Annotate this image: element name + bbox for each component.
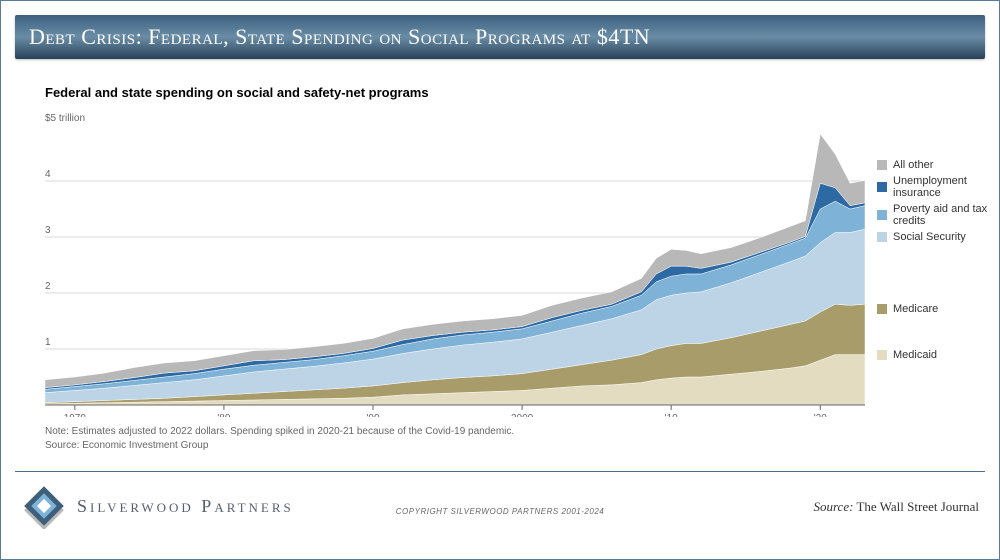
legend-item-medicare: Medicare: [877, 303, 997, 315]
legend-item-social_security: Social Security: [877, 231, 997, 243]
svg-text:4: 4: [45, 169, 51, 180]
chart-title: Federal and state spending on social and…: [45, 85, 429, 100]
svg-text:3: 3: [45, 225, 51, 236]
footer: Silverwood Partners COPYRIGHT SILVERWOOD…: [15, 475, 985, 555]
title-bar: Debt Crisis: Federal, State Spending on …: [15, 15, 985, 59]
brand-logo-icon: [21, 483, 67, 529]
area-chart: 1 2 3 4 $5 trillion 1970 '80 '90 2000 '10 '20: [45, 107, 865, 417]
brand: Silverwood Partners: [21, 483, 294, 529]
legend-item-medicaid: Medicaid: [877, 349, 997, 361]
svg-text:1970: 1970: [64, 413, 87, 417]
chart-notes: Note: Estimates adjusted to 2022 dollars…: [45, 425, 514, 453]
legend-swatch: [877, 232, 887, 242]
source-value: The Wall Street Journal: [856, 499, 979, 514]
source: Source: The Wall Street Journal: [813, 499, 979, 515]
svg-text:2: 2: [45, 281, 51, 292]
svg-text:'10: '10: [665, 413, 678, 417]
slide-title: Debt Crisis: Federal, State Spending on …: [29, 24, 650, 50]
legend-item-unemployment: Unemployment insurance: [877, 175, 997, 199]
footer-rule: [15, 471, 985, 472]
legend-swatch: [877, 304, 887, 314]
note-line-1: Note: Estimates adjusted to 2022 dollars…: [45, 425, 514, 439]
chart-svg: 1 2 3 4 $5 trillion 1970 '80 '90 2000 '10 '20: [45, 107, 865, 417]
svg-text:$5 trillion: $5 trillion: [45, 113, 85, 124]
legend-swatch: [877, 350, 887, 360]
svg-text:2000: 2000: [511, 413, 534, 417]
legend-item-poverty: Poverty aid and tax credits: [877, 203, 997, 227]
source-label: Source:: [813, 499, 853, 514]
svg-text:'80: '80: [217, 413, 230, 417]
legend-swatch: [877, 210, 887, 220]
legend-item-all_other: All other: [877, 159, 997, 171]
svg-text:'20: '20: [814, 413, 827, 417]
legend-label: Poverty aid and tax credits: [893, 203, 997, 227]
note-line-2: Source: Economic Investment Group: [45, 439, 514, 453]
svg-text:'90: '90: [366, 413, 379, 417]
legend-swatch: [877, 160, 887, 170]
legend-label: Unemployment insurance: [893, 175, 997, 199]
svg-text:1: 1: [45, 337, 51, 348]
legend-label: Medicare: [893, 303, 938, 315]
legend-label: All other: [893, 159, 933, 171]
legend: All other Unemployment insurance Poverty a…: [877, 159, 997, 365]
slide: Debt Crisis: Federal, State Spending on …: [0, 0, 1000, 560]
legend-label: Social Security: [893, 231, 966, 243]
legend-label: Medicaid: [893, 349, 937, 361]
legend-swatch: [877, 182, 887, 192]
